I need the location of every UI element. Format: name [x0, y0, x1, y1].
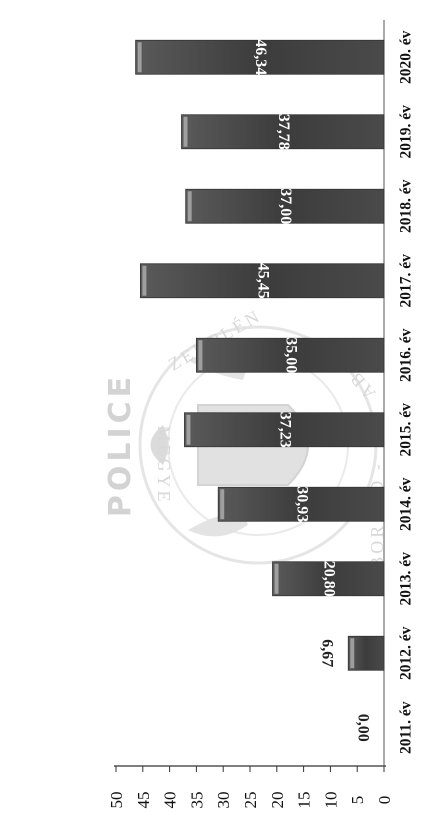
- bar-highlight: [186, 414, 191, 445]
- tick-label: 45: [134, 792, 153, 809]
- data-label: 37,00: [277, 188, 294, 224]
- category-label: 2011. év: [398, 701, 415, 754]
- tick-label: 25: [241, 792, 260, 809]
- category-label: 2013. év: [398, 552, 415, 606]
- watermark-line-4: MEGYE: [154, 426, 174, 505]
- data-label: 0,00: [354, 714, 371, 742]
- tick-label: 0: [375, 796, 394, 805]
- data-label: 46,34: [252, 39, 269, 75]
- tick-label: 15: [295, 792, 314, 809]
- category-label: 2019. év: [398, 105, 415, 159]
- tick-label: 20: [268, 792, 287, 809]
- tick-label: 5: [348, 796, 367, 805]
- category-label: 2014. év: [398, 477, 415, 531]
- category-label: 2020. év: [398, 30, 415, 84]
- bar: [272, 561, 385, 597]
- data-label: 37,78: [275, 114, 292, 150]
- bar: [184, 412, 385, 448]
- bars: [135, 39, 385, 671]
- bar-highlight: [187, 191, 192, 222]
- bar-highlight: [137, 42, 142, 73]
- bar: [181, 114, 385, 150]
- bar: [185, 188, 385, 224]
- data-labels: 0,00 6,67 20,80 30,93 37,23 35,00 45,45 37,00 37…: [252, 39, 371, 742]
- data-label: 20,80: [321, 561, 338, 597]
- value-axis-ticks: 05 10 15 20 25 30 35 40 45 50: [107, 766, 394, 809]
- data-label: 37,23: [277, 412, 294, 448]
- tick-label: 50: [107, 792, 126, 809]
- bar-highlight: [220, 489, 225, 520]
- bar-highlight: [142, 265, 147, 296]
- watermark-title: POLICE: [103, 373, 138, 517]
- bar: [217, 486, 385, 522]
- category-label: 2015. év: [398, 403, 415, 457]
- category-label: 2018. év: [398, 179, 415, 233]
- category-labels: 2011. év 2012. év 2013. év 2014. év 2015. év…: [398, 30, 415, 754]
- category-label: 2016. év: [398, 328, 415, 382]
- bar-highlight: [274, 563, 279, 594]
- data-label: 35,00: [283, 337, 300, 373]
- bar-highlight: [350, 638, 355, 669]
- category-label: 2012. év: [398, 626, 415, 680]
- bar-highlight: [198, 340, 203, 371]
- data-label: 45,45: [255, 263, 272, 299]
- bar-highlight: [183, 116, 188, 147]
- data-label: 30,93: [293, 486, 310, 522]
- tick-label: 40: [161, 792, 180, 809]
- bar: [135, 39, 385, 75]
- tick-label: 35: [187, 792, 206, 809]
- tick-label: 30: [214, 792, 233, 809]
- category-label: 2017. év: [398, 254, 415, 308]
- data-label: 6,67: [319, 639, 336, 667]
- bar: [195, 337, 385, 373]
- bar: [139, 263, 385, 299]
- tick-label: 10: [321, 792, 340, 809]
